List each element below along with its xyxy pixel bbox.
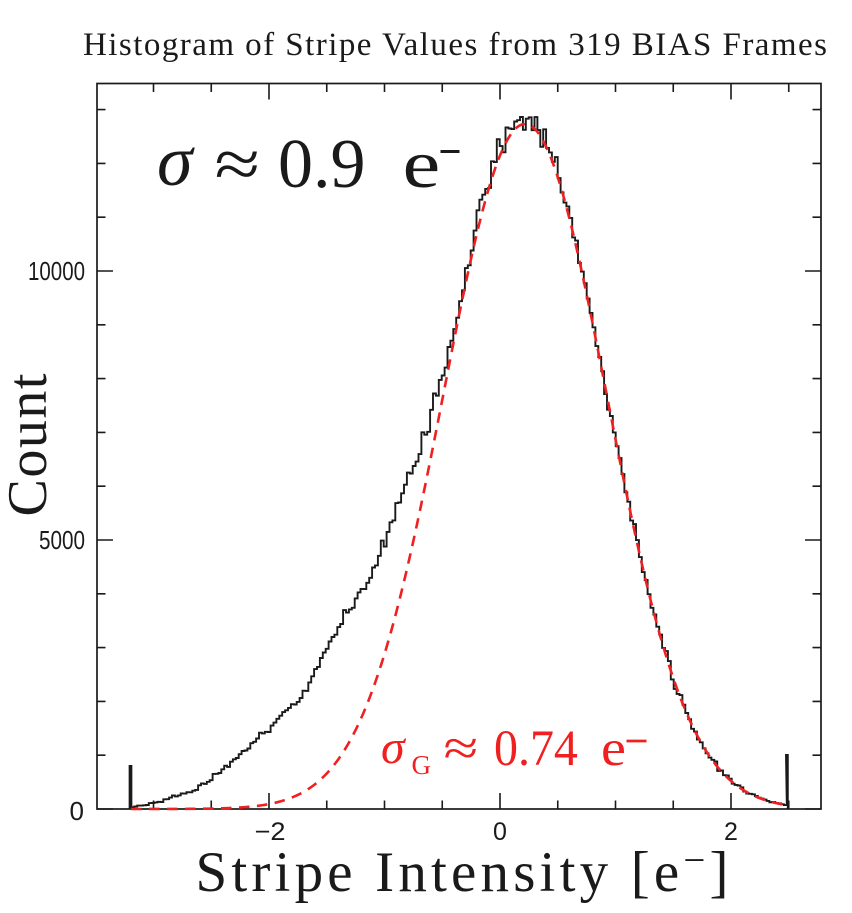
svg-text:Histogram of Stripe Values fro: Histogram of Stripe Values from 319 BIAS… — [83, 27, 827, 63]
svg-text:e: e — [601, 719, 626, 776]
svg-text:Count: Count — [0, 373, 59, 516]
svg-text:0: 0 — [493, 818, 507, 846]
svg-text:5000: 5000 — [39, 525, 85, 555]
svg-text:≈: ≈ — [215, 126, 260, 202]
svg-text:σ: σ — [157, 121, 195, 201]
svg-text:e: e — [403, 126, 441, 202]
svg-text:0: 0 — [70, 796, 84, 826]
svg-text:σ: σ — [381, 721, 407, 774]
svg-text:−2: −2 — [255, 818, 286, 846]
svg-text:Stripe Intensity [e−]: Stripe Intensity [e −] — [196, 839, 729, 904]
svg-text:0.9: 0.9 — [278, 126, 366, 203]
svg-text:0.74: 0.74 — [494, 720, 578, 777]
svg-text:G: G — [412, 750, 432, 780]
svg-text:≈: ≈ — [444, 721, 479, 777]
svg-text:2: 2 — [724, 818, 738, 846]
svg-text:10000: 10000 — [28, 256, 85, 286]
